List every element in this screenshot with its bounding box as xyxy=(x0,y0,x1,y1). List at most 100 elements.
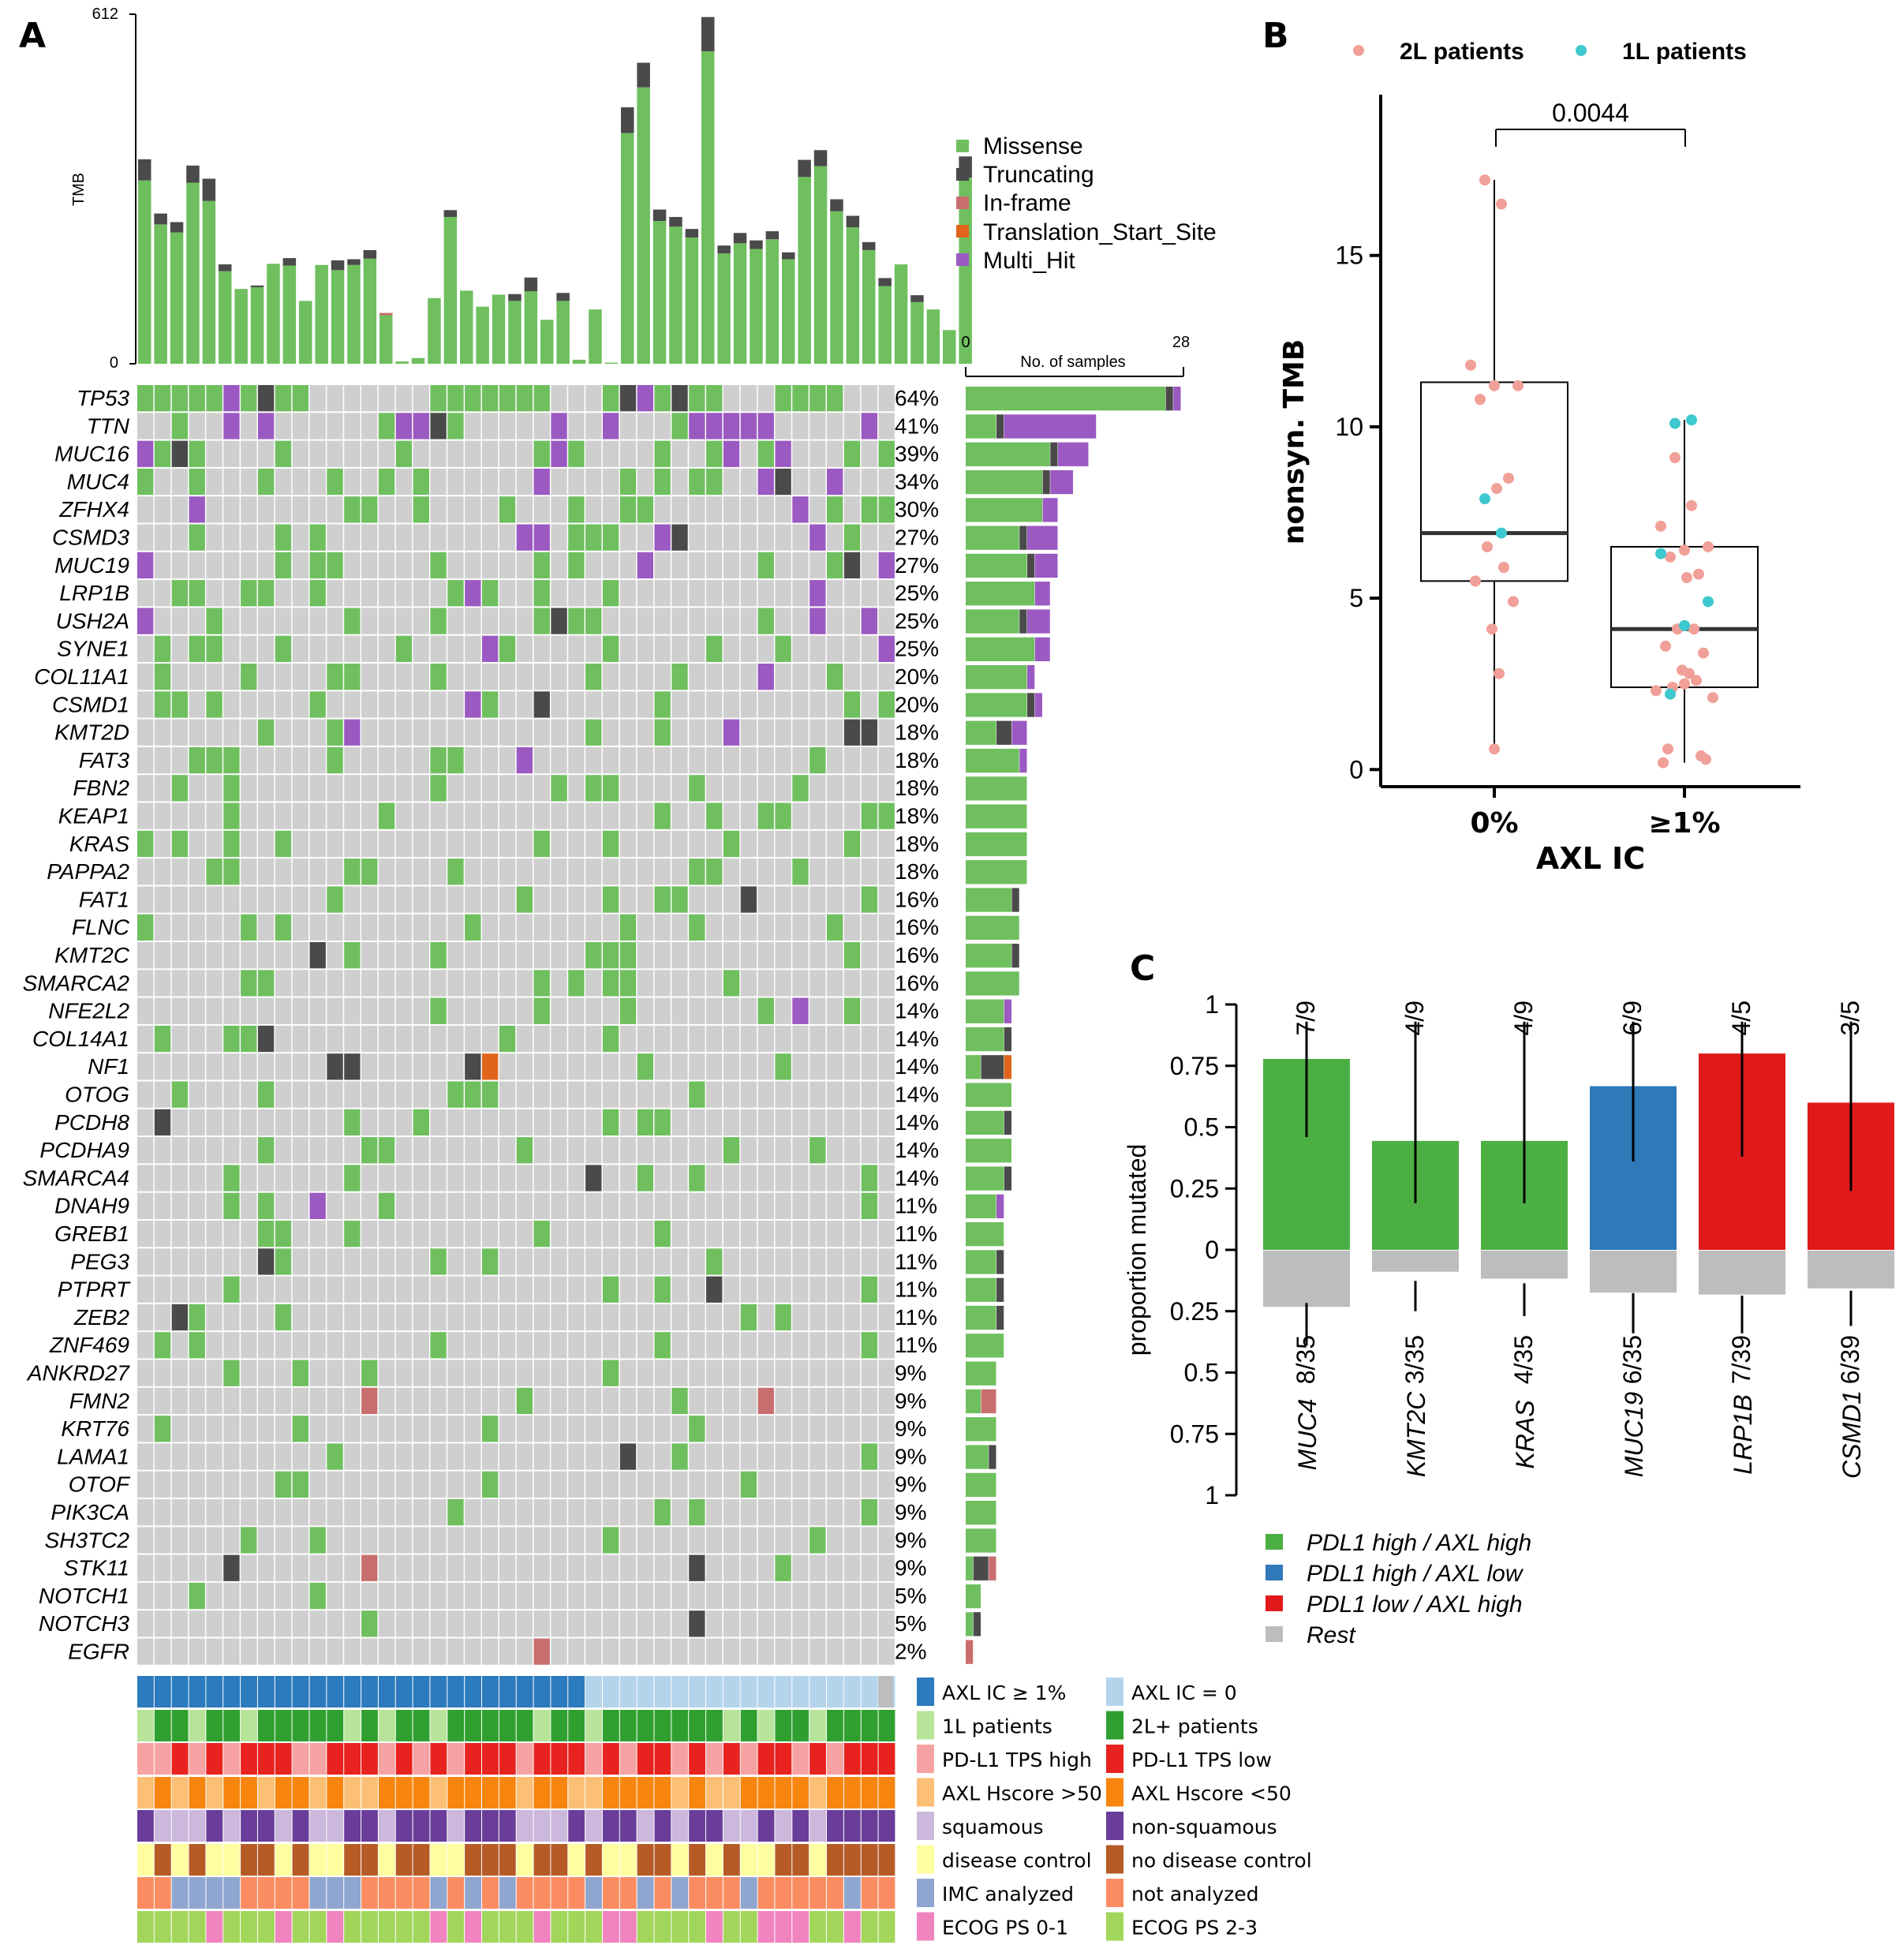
onco-cell xyxy=(827,1248,843,1275)
onco-cell xyxy=(878,858,895,885)
onco-cell xyxy=(327,1360,343,1386)
onco-cell xyxy=(309,1304,326,1331)
onco-cell xyxy=(241,440,257,467)
onco-cell xyxy=(757,886,774,913)
onco-cell xyxy=(257,1610,275,1637)
onco-cell xyxy=(171,830,189,858)
onco-cell xyxy=(516,1332,533,1359)
onco-cell xyxy=(171,1360,189,1386)
onco-cell xyxy=(447,580,464,607)
onco-cell xyxy=(671,580,688,607)
y-tick-label: 5 xyxy=(1349,584,1363,612)
onco-cell xyxy=(344,802,361,829)
onco-cell xyxy=(516,1248,533,1275)
sample-count-bar-missense xyxy=(966,665,1027,690)
onco-cell xyxy=(654,746,671,774)
gene-label: GREB1 xyxy=(54,1221,129,1246)
onco-cell xyxy=(257,664,275,690)
onco-cell xyxy=(723,1332,740,1359)
onco-cell xyxy=(689,1499,705,1526)
tmb-bar-truncating xyxy=(652,209,667,222)
onco-cell xyxy=(637,524,653,551)
annotation-cell xyxy=(723,1810,740,1842)
onco-cell xyxy=(378,1053,395,1080)
onco-cell xyxy=(241,719,257,746)
onco-cell xyxy=(602,1081,619,1108)
group-fraction-label: 4/9 xyxy=(1400,1001,1429,1035)
gene-percent: 11% xyxy=(895,1194,937,1218)
onco-cell xyxy=(706,691,723,718)
onco-cell xyxy=(223,1192,240,1219)
onco-cell xyxy=(189,1053,205,1080)
onco-cell xyxy=(447,1304,464,1331)
onco-cell xyxy=(206,1638,222,1665)
onco-cell xyxy=(137,858,154,885)
onco-cell xyxy=(344,664,361,690)
onco-cell xyxy=(189,1443,205,1470)
onco-cell xyxy=(585,468,602,496)
onco-cell xyxy=(654,1360,671,1386)
onco-cell xyxy=(395,802,413,829)
onco-cell xyxy=(275,664,292,690)
onco-cell xyxy=(223,1387,240,1415)
onco-cell xyxy=(137,1053,154,1080)
legend-swatch xyxy=(1266,1534,1283,1550)
onco-cell xyxy=(171,664,189,690)
onco-cell xyxy=(861,1081,878,1108)
onco-cell xyxy=(654,1387,671,1415)
tmb-bar-missense xyxy=(830,211,843,364)
annotation-cell xyxy=(171,1743,189,1775)
onco-cell xyxy=(327,970,343,997)
onco-cell xyxy=(499,1192,516,1219)
onco-cell xyxy=(171,1276,189,1303)
sample-count-bar-truncating xyxy=(1019,526,1027,550)
onco-cell xyxy=(378,1610,395,1637)
gene-label: KRAS xyxy=(69,832,130,856)
onco-cell xyxy=(706,552,723,579)
onco-cell xyxy=(327,1221,343,1247)
onco-cell xyxy=(344,970,361,997)
gene-label: LAMA1 xyxy=(57,1444,129,1468)
onco-cell xyxy=(327,886,343,913)
onco-cell xyxy=(757,802,774,829)
onco-cell xyxy=(775,1221,791,1247)
onco-cell xyxy=(551,1387,567,1415)
onco-cell xyxy=(430,914,447,941)
onco-cell xyxy=(482,1109,499,1136)
annotation-cell xyxy=(637,1877,654,1909)
onco-cell xyxy=(792,1443,809,1470)
onco-cell xyxy=(861,775,878,802)
tmb-bar-missense xyxy=(652,221,667,364)
onco-cell xyxy=(757,1165,774,1191)
onco-cell xyxy=(257,691,275,718)
onco-cell xyxy=(465,1165,481,1191)
onco-cell xyxy=(223,1527,240,1554)
onco-cell xyxy=(775,1304,791,1331)
onco-cell xyxy=(447,942,464,969)
onco-cell xyxy=(482,1025,499,1053)
onco-cell xyxy=(189,1416,205,1442)
onco-cell xyxy=(843,413,861,440)
onco-cell xyxy=(602,1610,619,1637)
onco-cell xyxy=(275,580,292,607)
annotation-cell xyxy=(740,1743,757,1775)
onco-cell xyxy=(723,608,740,634)
onco-cell xyxy=(465,1053,481,1080)
annotation-cell xyxy=(171,1810,189,1842)
annotation-cell xyxy=(361,1743,378,1775)
data-point xyxy=(1494,668,1505,679)
onco-cell xyxy=(654,1499,671,1526)
onco-cell xyxy=(154,1360,171,1386)
onco-cell xyxy=(689,1610,705,1637)
sample-count-bar-inframe xyxy=(989,1556,996,1580)
onco-cell xyxy=(344,1610,361,1637)
onco-cell xyxy=(671,1416,688,1442)
onco-cell xyxy=(792,1471,809,1498)
onco-cell xyxy=(637,580,653,607)
onco-cell xyxy=(241,580,257,607)
onco-cell xyxy=(223,1109,240,1136)
onco-cell xyxy=(206,1304,222,1331)
legend-1l-patients: 1L patients xyxy=(1622,39,1747,65)
onco-cell xyxy=(413,719,429,746)
onco-cell xyxy=(757,1387,774,1415)
